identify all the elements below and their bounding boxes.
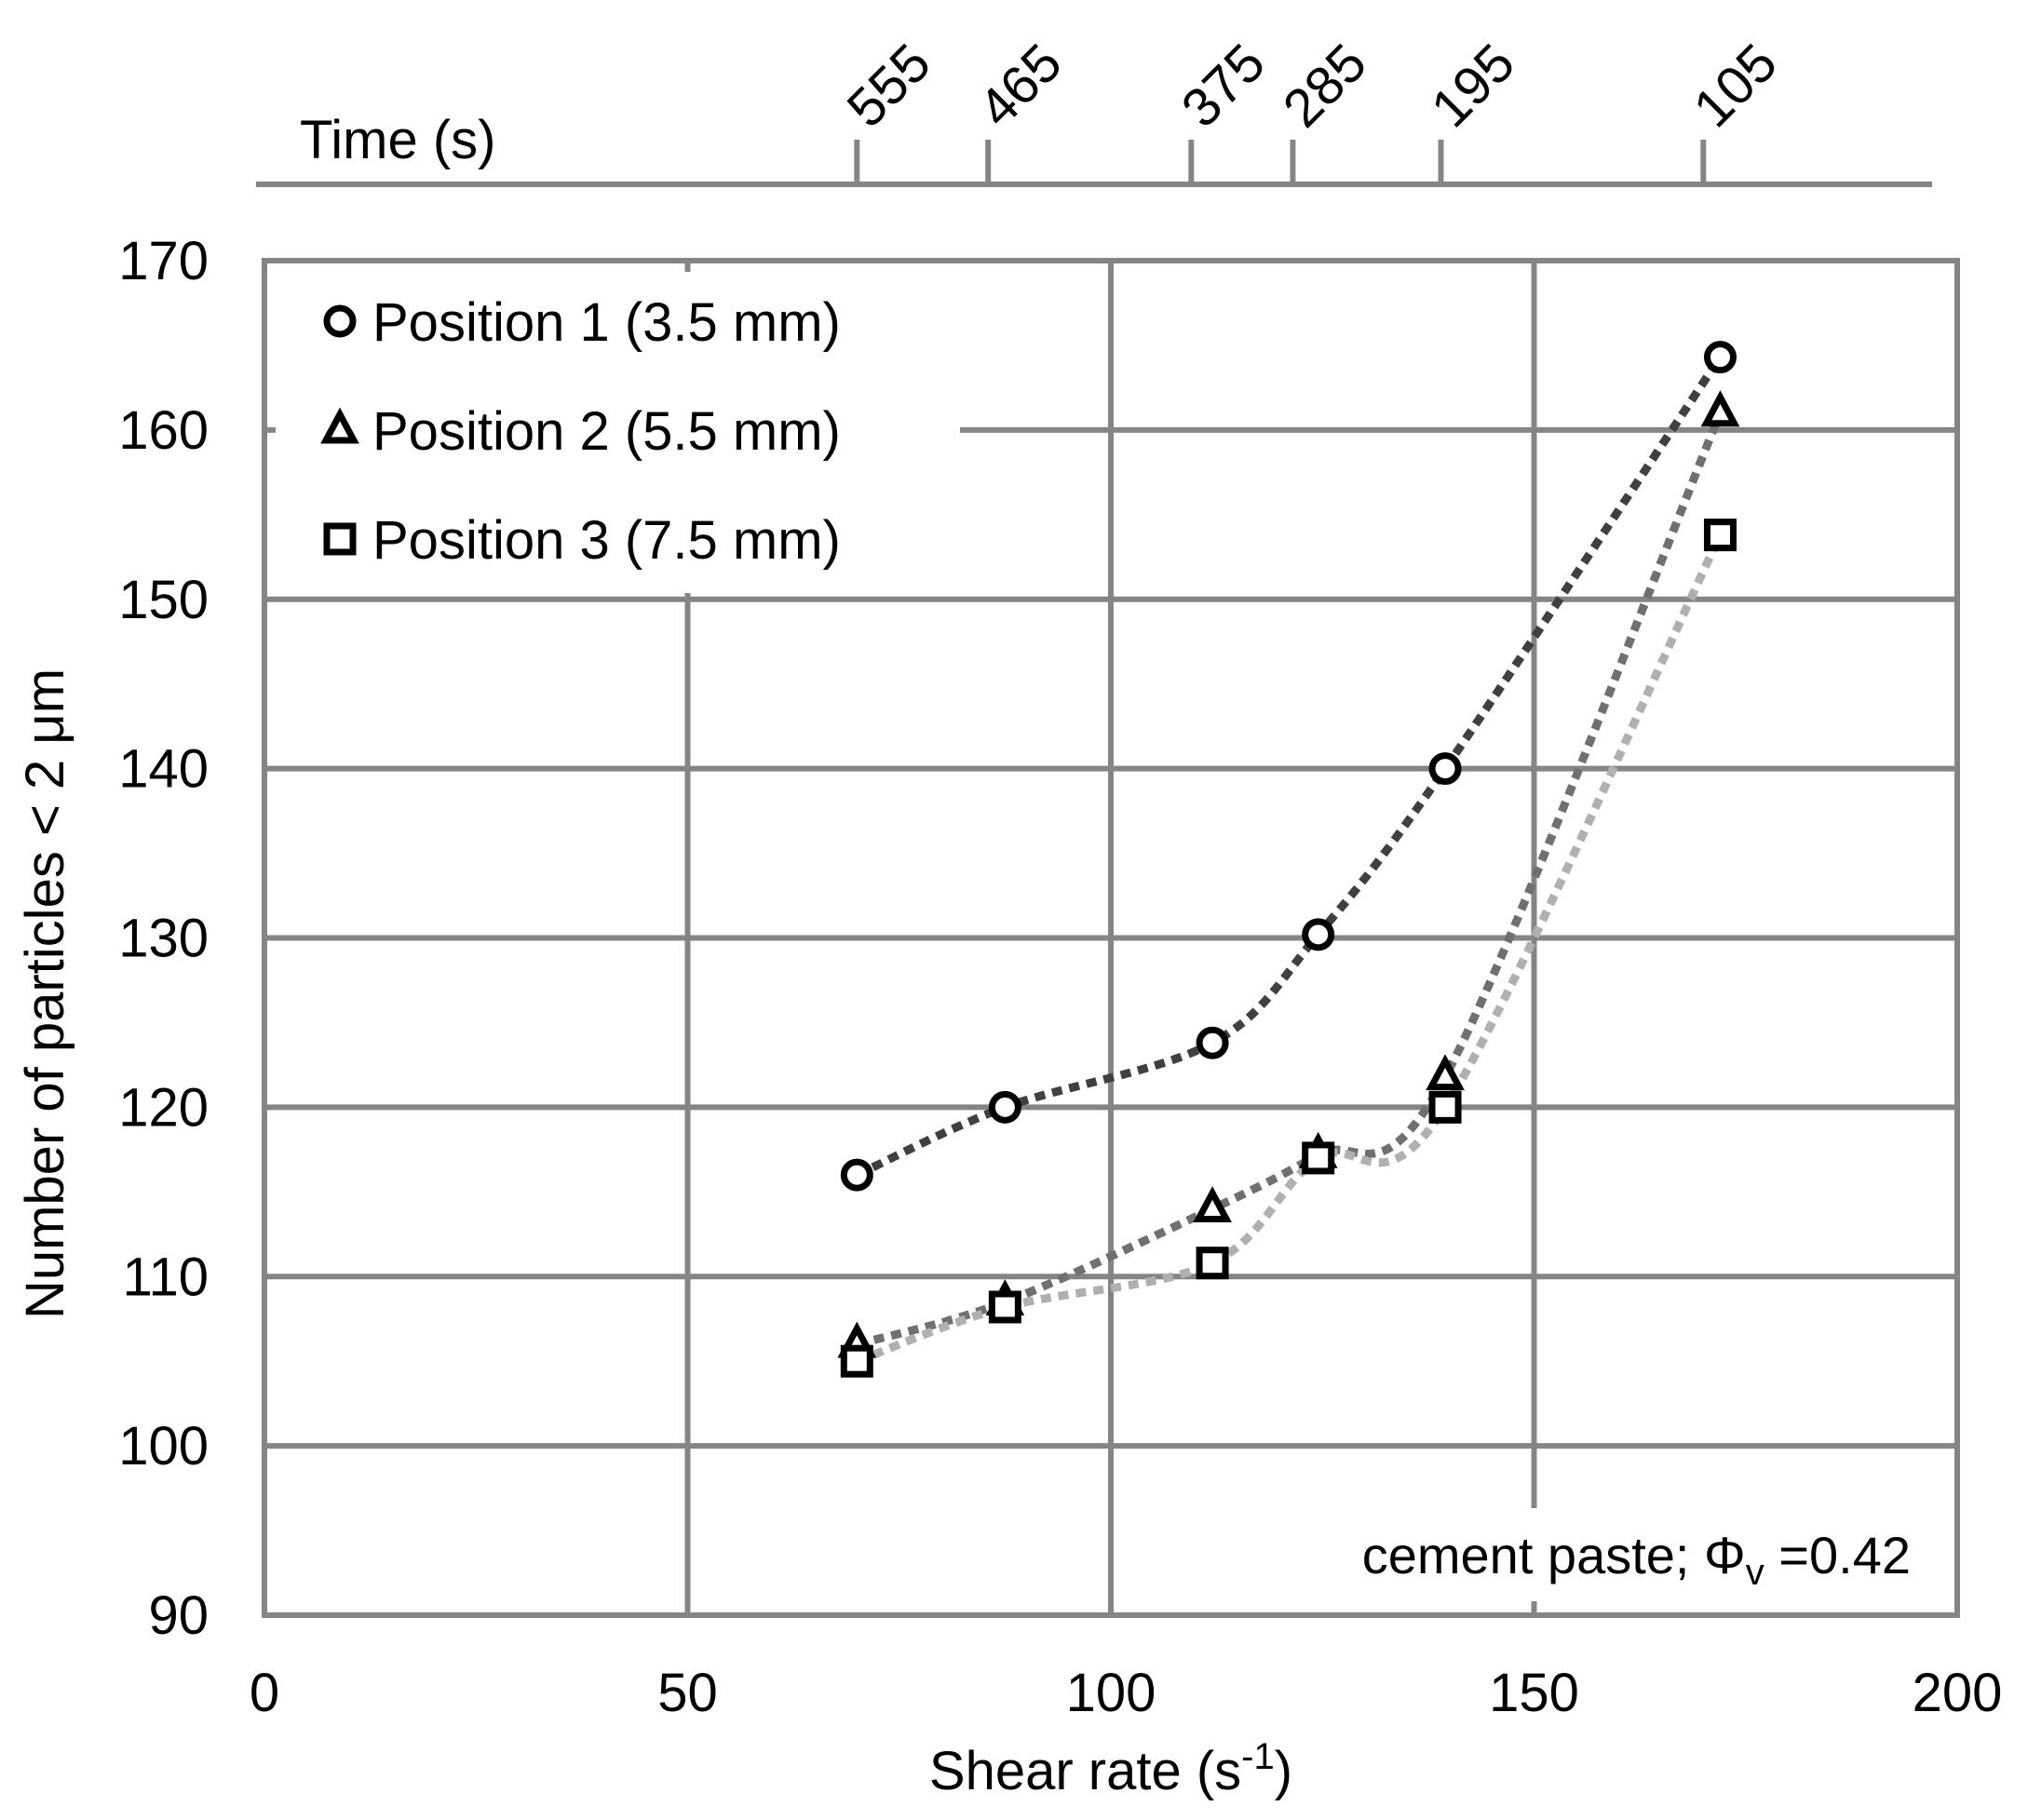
top-axis-title: Time (s) xyxy=(300,110,495,170)
y-tick-label-90: 90 xyxy=(148,1585,209,1646)
trendlines xyxy=(855,355,1724,1366)
top-axis-tick-label-195: 195 xyxy=(1420,33,1526,139)
x-tick-label-100: 100 xyxy=(1066,1663,1156,1723)
x-axis-title-sup: -1 xyxy=(1241,1736,1275,1777)
legend-label-3: Position 3 (7.5 mm) xyxy=(372,510,841,571)
point-series-3-5 xyxy=(1428,1090,1462,1124)
x-axis-title: Shear rate (s-1) xyxy=(929,1736,1292,1801)
y-tick-label-160: 160 xyxy=(118,400,209,461)
data-markers xyxy=(837,341,1740,1378)
point-series-1-4 xyxy=(1302,918,1335,951)
legend-marker-2 xyxy=(320,407,359,444)
point-series-3-3 xyxy=(1196,1247,1229,1280)
annotation: cement paste; Φv =0.42 xyxy=(1362,1526,1911,1593)
point-series-3-1 xyxy=(840,1344,873,1378)
top-axis-tick-label-555: 555 xyxy=(836,33,942,139)
tick-labels: 0 50 100 150 200 90 100 110 120 130 140 150 160 170 xyxy=(118,231,2002,1723)
plot-frame xyxy=(262,258,1960,1618)
point-series-3-6 xyxy=(1703,519,1737,552)
annotation-background xyxy=(1248,1508,1946,1601)
point-series-1-1 xyxy=(840,1158,873,1192)
legend: Position 1 (3.5 mm) Position 2 (5.5 mm) Po… xyxy=(320,292,841,571)
legend-background xyxy=(276,272,960,593)
point-series-1-5 xyxy=(1428,752,1462,786)
legend-label-2: Position 2 (5.5 mm) xyxy=(372,401,841,462)
legend-label-1: Position 1 (3.5 mm) xyxy=(372,292,841,353)
y-tick-label-110: 110 xyxy=(123,1247,209,1307)
point-series-1-6 xyxy=(1703,341,1737,374)
legend-marker-1 xyxy=(323,304,357,338)
annotation-subscript: v xyxy=(1746,1552,1764,1593)
point-series-1-3 xyxy=(1196,1026,1229,1059)
legend-marker-3 xyxy=(323,522,357,556)
point-series-2-3 xyxy=(1193,1186,1232,1222)
annotation-prefix: cement paste; Φ xyxy=(1362,1526,1746,1584)
point-series-3-2 xyxy=(988,1290,1021,1324)
y-tick-label-140: 140 xyxy=(118,739,209,800)
point-series-2-6 xyxy=(1700,390,1740,427)
y-tick-label-120: 120 xyxy=(118,1077,209,1138)
x-tick-label-50: 50 xyxy=(657,1663,718,1723)
y-tick-label-100: 100 xyxy=(118,1416,209,1476)
x-tick-label-150: 150 xyxy=(1489,1663,1579,1723)
y-tick-label-150: 150 xyxy=(118,570,209,630)
top-axis-tick-label-375: 375 xyxy=(1170,33,1277,139)
trendline-series-2 xyxy=(856,411,1724,1349)
top-axis-tick-label-465: 465 xyxy=(967,33,1073,139)
x-axis-title-main: Shear rate (s xyxy=(929,1741,1241,1801)
y-tick-label-130: 130 xyxy=(118,909,209,969)
top-axis-tick-label-105: 105 xyxy=(1683,33,1789,139)
x-axis-title-end: ) xyxy=(1275,1741,1292,1801)
annotation-suffix: =0.42 xyxy=(1764,1526,1911,1584)
point-series-1-2 xyxy=(988,1090,1021,1124)
top-axis-tick-label-285: 285 xyxy=(1272,33,1378,139)
trendline-series-3 xyxy=(855,533,1724,1366)
y-axis-title: Number of particles < 2 μm xyxy=(15,668,75,1319)
y-tick-label-170: 170 xyxy=(118,231,209,291)
x-tick-label-200: 200 xyxy=(1913,1663,2003,1723)
point-series-2-5 xyxy=(1426,1054,1465,1091)
x-tick-label-0: 0 xyxy=(250,1663,279,1723)
point-series-3-4 xyxy=(1302,1141,1335,1175)
